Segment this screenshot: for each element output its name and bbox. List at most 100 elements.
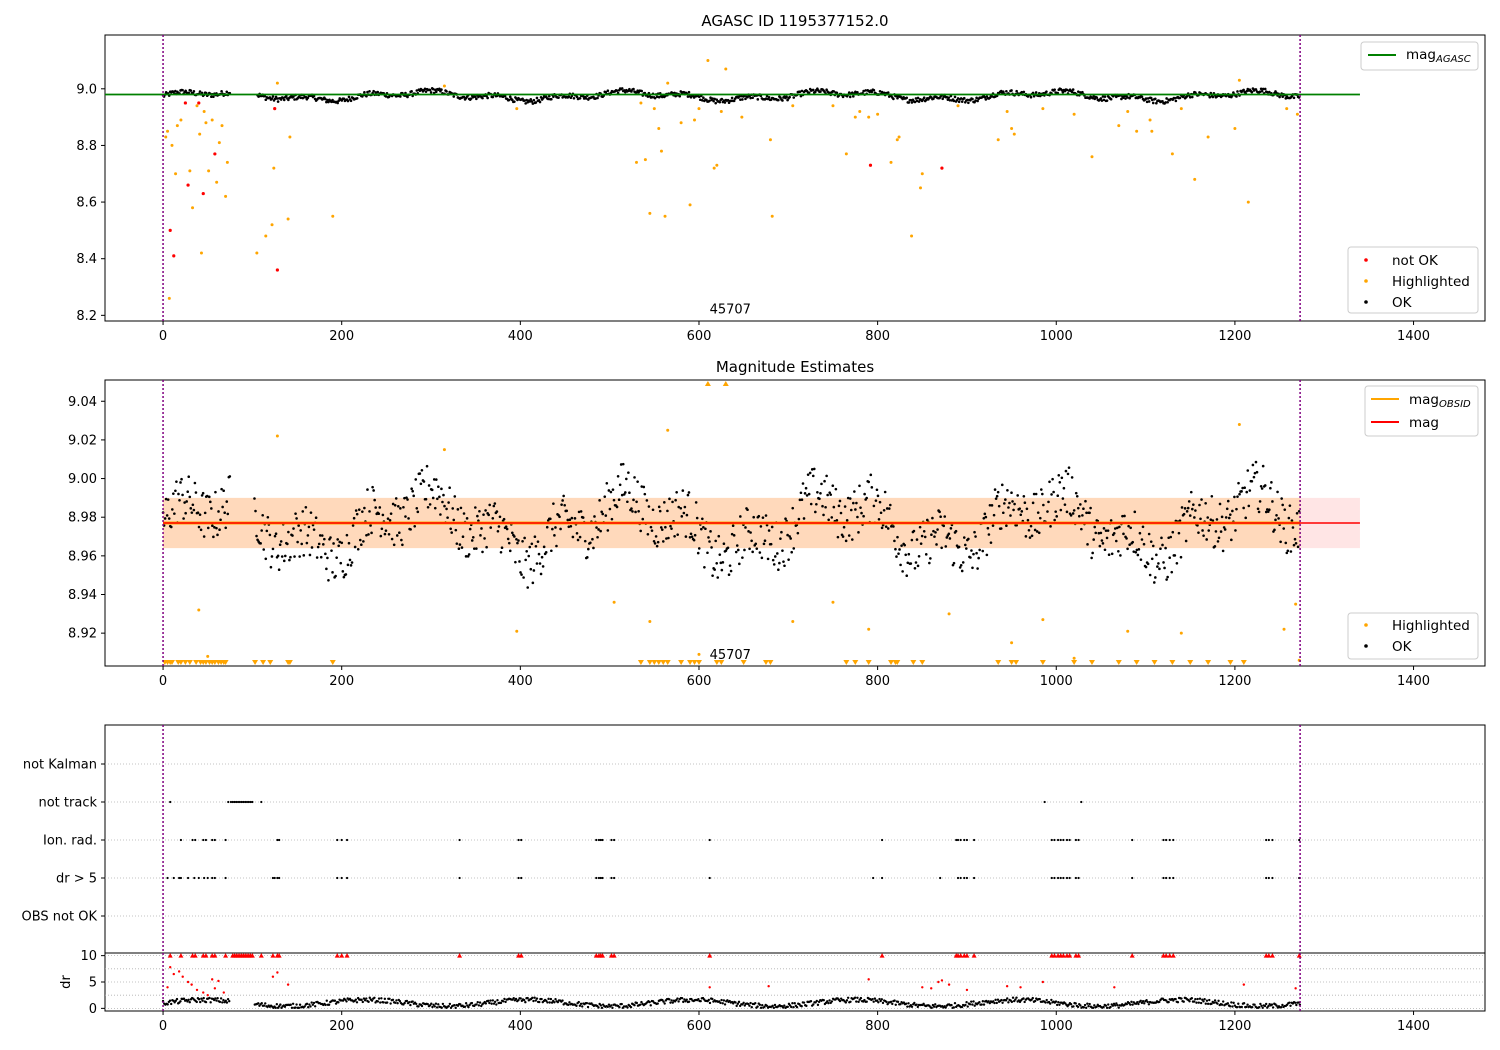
ok-point: [270, 97, 274, 100]
ok-point: [640, 89, 644, 93]
x-tick-label: 400: [508, 674, 533, 689]
ok-point: [721, 561, 725, 564]
ok-point: [513, 100, 516, 103]
ok-point: [822, 513, 825, 517]
ok-point: [1214, 530, 1218, 533]
ok-point: [681, 489, 685, 492]
ok-point: [972, 552, 975, 556]
dr-point: [885, 1000, 888, 1004]
ok-point: [1211, 95, 1215, 99]
ok-point: [896, 96, 899, 100]
dr-point: [790, 1005, 793, 1009]
x-tick-label: 1400: [1397, 1019, 1430, 1034]
dr-point: [599, 1004, 603, 1007]
ok-point: [642, 485, 646, 489]
ok-point: [1126, 547, 1129, 551]
dr-point: [610, 1004, 613, 1007]
ok-point: [584, 97, 588, 100]
ok-point: [905, 574, 909, 578]
ok-point: [1188, 514, 1192, 517]
ok-point: [384, 529, 388, 532]
ok-point: [192, 508, 196, 512]
legend-label: Highlighted: [1392, 618, 1470, 634]
ok-point: [945, 536, 949, 539]
ok-point: [1097, 531, 1101, 535]
ok-point: [760, 556, 764, 560]
ok-point: [934, 531, 937, 534]
ok-point: [477, 519, 480, 523]
dr-point: [1007, 1001, 1010, 1004]
dr-offscale-marker: [1051, 953, 1057, 958]
ok-point: [946, 98, 950, 101]
ok-point: [470, 539, 474, 542]
dr-point: [1226, 1002, 1230, 1005]
ok-point: [663, 501, 666, 504]
flag-point: [340, 876, 343, 880]
flag-point: [278, 876, 281, 880]
ok-point: [432, 478, 436, 481]
dr-point: [682, 1000, 685, 1004]
dr-point: [540, 997, 543, 1001]
ok-point: [1070, 90, 1074, 94]
dr-point: [1208, 998, 1211, 1002]
ok-point: [210, 95, 213, 99]
ok-point: [1084, 499, 1087, 503]
ok-point: [845, 519, 849, 522]
y-tick-label: 8.94: [68, 588, 97, 603]
ok-point: [1217, 536, 1221, 540]
highlighted-point: [652, 107, 656, 111]
ok-point: [268, 96, 272, 99]
dr-point: [826, 1000, 829, 1003]
ok-point: [1171, 530, 1175, 534]
highlighted-point: [1294, 602, 1298, 606]
dr-point: [1074, 1002, 1077, 1005]
ok-point: [432, 91, 436, 95]
dr-point: [1203, 997, 1206, 1001]
ok-point: [678, 94, 682, 98]
ok-point: [1173, 96, 1177, 100]
ok-point: [985, 553, 989, 557]
legend-label: not OK: [1392, 253, 1439, 269]
dr-point: [519, 997, 522, 1000]
ok-point: [976, 567, 979, 570]
dr-point: [906, 1005, 909, 1008]
ok-point: [1093, 525, 1097, 529]
ok-point: [767, 95, 771, 99]
flag-point: [1062, 838, 1065, 842]
dr-point: [398, 1000, 402, 1003]
ok-point: [765, 94, 769, 98]
highlighted-point: [1072, 656, 1076, 660]
dr-point: [554, 997, 557, 1001]
highlighted-point: [206, 654, 210, 658]
highlighted-point: [442, 448, 446, 452]
ok-point: [829, 493, 833, 496]
obsid-label: 45707: [710, 302, 751, 317]
ok-point: [628, 491, 631, 495]
dr-point: [475, 1003, 478, 1006]
ok-point: [967, 101, 970, 105]
ok-point: [197, 525, 201, 529]
dr-point: [809, 1000, 813, 1003]
highlighted-point: [1005, 109, 1009, 113]
dr-point: [380, 997, 383, 1000]
ok-point: [220, 90, 223, 93]
dr-point: [982, 1003, 986, 1006]
offscale-low-marker: [1039, 660, 1046, 665]
dr-point: [1115, 1002, 1118, 1005]
offscale-low-marker: [1133, 660, 1140, 665]
ok-point: [1006, 489, 1009, 492]
dr-point: [586, 1005, 590, 1009]
ok-point: [987, 533, 991, 536]
flag-point: [271, 876, 275, 880]
ok-point: [1091, 551, 1094, 555]
ok-point: [962, 536, 966, 539]
ok-point: [886, 527, 890, 530]
ok-point: [646, 532, 650, 536]
ok-point: [1165, 578, 1168, 581]
dr-point: [1058, 1003, 1061, 1006]
ok-point: [884, 525, 888, 528]
flag-point: [520, 838, 523, 842]
ok-point: [1061, 497, 1065, 500]
ok-point: [1129, 526, 1132, 530]
highlighted-point: [1237, 422, 1241, 426]
